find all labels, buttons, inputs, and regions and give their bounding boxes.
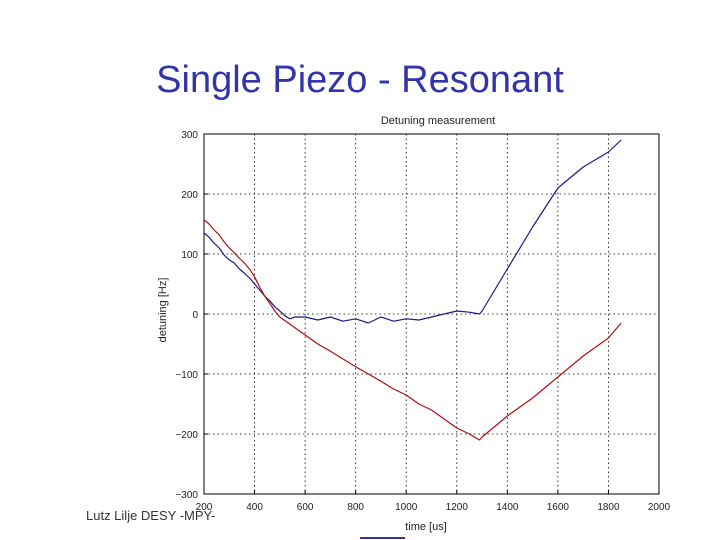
x-axis-title: time [us] (405, 521, 447, 533)
y-axis-title: detuning [Hz] (157, 278, 169, 343)
slide-title: Single Piezo - Resonant (156, 59, 564, 101)
x-tick-label: 1000 (395, 502, 418, 513)
ticks: 200 400 600 800 1000 1200 1400 1600 1800 2000−300… (175, 130, 670, 513)
x-tick-label: 1200 (446, 502, 469, 513)
y-tick-label: 0 (192, 310, 198, 321)
y-tick-label: 100 (181, 250, 198, 261)
x-tick-label: 800 (347, 502, 364, 513)
series-line-1 (203, 139, 622, 324)
y-tick-label: 300 (181, 130, 198, 141)
series-line-2 (203, 219, 622, 441)
y-tick-label: −300 (175, 490, 198, 501)
x-tick-label: 2000 (648, 502, 671, 513)
x-tick-label: 1600 (547, 502, 570, 513)
x-tick-label: 1400 (496, 502, 519, 513)
grid (204, 134, 659, 494)
y-tick-label: −100 (175, 370, 198, 381)
chart-title: Detuning measurement (381, 115, 495, 127)
y-tick-label: 200 (181, 190, 198, 201)
series-group (203, 139, 622, 441)
x-tick-label: 600 (297, 502, 314, 513)
x-tick-label: 200 (196, 502, 213, 513)
footer-underline (360, 537, 405, 539)
y-tick-label: −200 (175, 430, 198, 441)
x-tick-label: 400 (246, 502, 263, 513)
x-tick-label: 1800 (597, 502, 620, 513)
footer-text: Lutz Lilje DESY -MPY- (86, 508, 216, 523)
